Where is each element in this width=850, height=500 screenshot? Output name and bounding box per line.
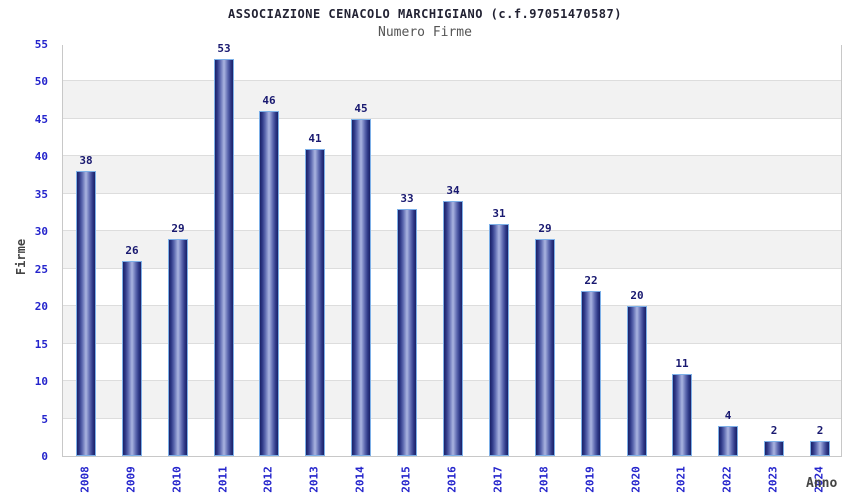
bar-2010 [168, 239, 188, 456]
bar-2016 [443, 201, 463, 456]
bar-value-2022: 4 [724, 409, 732, 422]
x-tick-label-2014: 2014 [353, 466, 367, 493]
bar-value-2011: 53 [217, 42, 231, 55]
y-tick-label: 55 [34, 38, 48, 51]
y-tick-label: 40 [34, 150, 48, 164]
bar-value-2014: 45 [354, 102, 368, 115]
x-tick-label-2009: 2009 [124, 466, 138, 493]
y-tick-label: 5 [41, 412, 48, 426]
x-tick-label-2013: 2013 [307, 466, 321, 493]
bar-2018 [535, 239, 555, 456]
bar-2019 [581, 291, 601, 456]
plot-band [63, 156, 841, 194]
y-tick-label: 10 [34, 375, 48, 389]
bar-value-2018: 29 [538, 222, 552, 235]
bar-value-2023: 2 [770, 424, 778, 437]
x-tick-label-2023: 2023 [766, 466, 780, 493]
y-tick-label: 20 [34, 300, 48, 314]
chart-title: ASSOCIAZIONE CENACOLO MARCHIGIANO (c.f.9… [228, 7, 622, 21]
bar-2021 [672, 374, 692, 456]
plot-area: 38 26 29 53 46 41 45 33 34 31 29 22 20 11 4 2 2 [62, 42, 842, 457]
bar-2013 [305, 149, 325, 456]
x-tick-label-2012: 2012 [261, 466, 275, 493]
x-tick-label-2021: 2021 [674, 466, 688, 493]
bar-value-2008: 38 [79, 154, 93, 167]
plot-band [63, 118, 841, 157]
bar-2020 [627, 306, 647, 456]
y-tick-label: 45 [34, 112, 48, 126]
x-tick-label-2008: 2008 [78, 466, 92, 493]
bar-2022 [718, 426, 738, 456]
bar-2008 [76, 171, 96, 456]
bar-value-2017: 31 [492, 207, 506, 220]
bar-value-2010: 29 [171, 222, 185, 235]
plot-band [63, 81, 841, 119]
x-tick-label-2022: 2022 [720, 466, 734, 493]
bar-value-2013: 41 [308, 132, 322, 145]
x-tick-label-2016: 2016 [445, 466, 459, 493]
bar-value-2021: 11 [675, 357, 689, 370]
chart-subtitle: Numero Firme [378, 25, 472, 40]
gridline [63, 80, 841, 82]
x-tick-label-2015: 2015 [399, 466, 413, 493]
bar-2023 [764, 441, 784, 456]
bar-2012 [259, 111, 279, 456]
bar-value-2009: 26 [125, 244, 139, 257]
x-tick-label-2019: 2019 [583, 466, 597, 493]
bar-value-2024: 2 [816, 424, 824, 437]
bar-2011 [214, 59, 234, 456]
y-tick-label: 35 [34, 187, 48, 201]
bar-2014 [351, 119, 371, 456]
bar-value-2020: 20 [630, 289, 644, 302]
x-tick-label-2018: 2018 [537, 466, 551, 493]
y-tick-label: 30 [34, 225, 48, 239]
gridline [63, 117, 841, 119]
bar-value-2019: 22 [584, 274, 598, 287]
y-tick-label: 25 [34, 262, 48, 276]
gridline [63, 155, 841, 157]
gridline [63, 192, 841, 194]
y-tick-label: 15 [34, 337, 48, 351]
bar-value-2012: 46 [262, 94, 276, 107]
bar-2017 [489, 224, 509, 456]
bar-value-2016: 34 [446, 184, 460, 197]
bar-2015 [397, 209, 417, 456]
y-tick-label: 0 [41, 450, 48, 463]
bar-2024 [810, 441, 830, 456]
plot-band [63, 44, 841, 82]
x-axis-label: Anno [806, 476, 838, 491]
x-tick-label-2010: 2010 [170, 466, 184, 493]
bar-value-2015: 33 [400, 192, 414, 205]
x-tick-label-2020: 2020 [629, 466, 643, 493]
bar-2009 [122, 261, 142, 456]
y-tick-label: 50 [34, 75, 48, 89]
x-tick-label-2011: 2011 [216, 466, 230, 493]
x-tick-label-2017: 2017 [491, 466, 505, 493]
